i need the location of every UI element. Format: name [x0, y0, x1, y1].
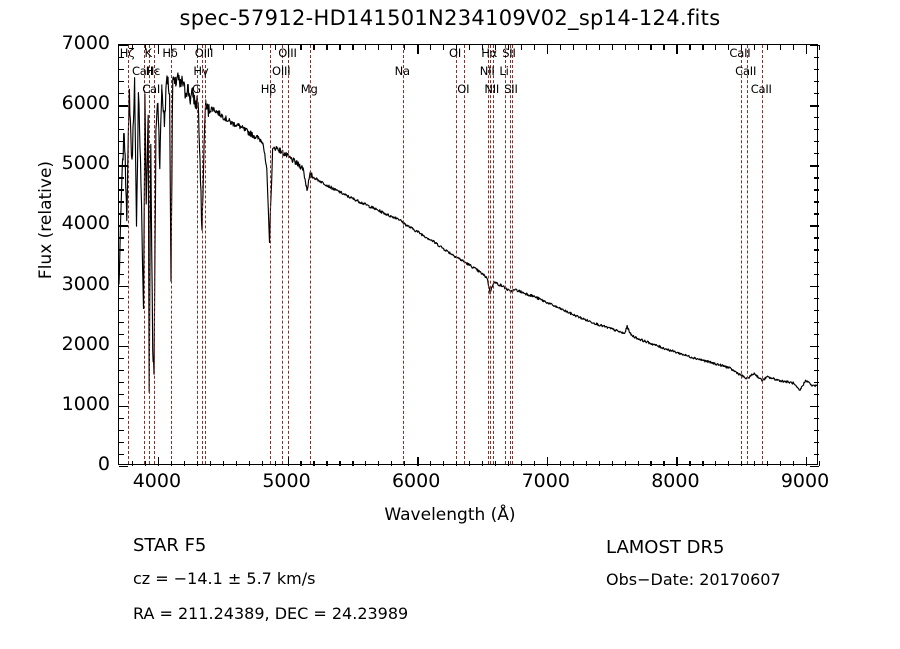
line-label-14: OI	[449, 46, 462, 60]
line-marker-5	[170, 45, 172, 464]
x-axis-title: Wavelength (Å)	[384, 505, 516, 525]
line-label-5: Hδ	[162, 46, 178, 60]
y-tick-label: 0	[97, 453, 110, 475]
line-marker-1	[143, 45, 145, 464]
line-marker-15	[464, 45, 466, 464]
line-label-15: OI	[457, 82, 470, 96]
line-label-2: K	[144, 46, 153, 60]
line-marker-9	[269, 45, 271, 464]
line-marker-11	[288, 45, 290, 464]
line-marker-24	[762, 45, 764, 464]
line-marker-2	[149, 45, 151, 464]
footer-redshift: cz = −14.1 ± 5.7 km/s	[133, 569, 316, 588]
line-label-4: Hε	[145, 64, 161, 78]
y-axis-title: Flux (relative)	[36, 160, 56, 280]
footer-obs-date: Obs−Date: 20170607	[606, 570, 781, 589]
line-label-20: SII	[502, 46, 516, 60]
line-label-12: Mg	[300, 82, 318, 96]
x-tick-label: 4000	[132, 470, 182, 492]
line-marker-14	[456, 45, 458, 464]
line-label-0: Hζ	[119, 46, 135, 60]
x-tick-label: 7000	[521, 470, 570, 492]
plot-area	[118, 44, 821, 468]
line-marker-6	[201, 45, 203, 464]
footer-object-class: STAR F5	[133, 535, 207, 556]
x-tick-label: 8000	[651, 470, 700, 492]
line-label-18: NII	[484, 82, 500, 96]
line-label-13: Na	[394, 64, 410, 78]
line-marker-21	[511, 45, 513, 464]
line-label-7: OIII	[194, 46, 214, 60]
line-marker-4	[154, 45, 155, 464]
footer-coordinates: RA = 211.24389, DEC = 24.23989	[133, 604, 409, 623]
line-marker-18	[492, 45, 494, 464]
line-marker-0	[128, 45, 130, 464]
y-tick-label: 2000	[61, 332, 110, 355]
line-marker-8	[197, 45, 199, 464]
line-label-17: Hα	[481, 46, 498, 60]
line-marker-13	[403, 45, 405, 464]
line-label-11: OIII	[278, 46, 297, 60]
y-tick-label: 7000	[61, 32, 110, 54]
line-label-10: OIII	[271, 64, 291, 78]
plot-clip	[119, 45, 817, 464]
line-label-19: Li	[499, 64, 509, 78]
line-label-1: CaII	[131, 64, 154, 78]
line-marker-23	[746, 45, 748, 464]
line-label-8: G	[192, 82, 201, 96]
footer-survey: LAMOST DR5	[606, 537, 725, 558]
y-tick-label: 6000	[61, 92, 110, 115]
tick-mark	[819, 461, 821, 466]
y-tick-label: 5000	[61, 152, 110, 175]
x-tick-label: 6000	[391, 470, 441, 492]
line-marker-20	[509, 45, 511, 464]
line-label-16: NII	[479, 64, 495, 78]
y-tick-label: 1000	[61, 392, 110, 415]
line-label-6: Hγ	[193, 64, 209, 78]
y-tick-label: 4000	[61, 212, 110, 235]
line-marker-7	[204, 45, 206, 464]
page-title: spec-57912-HD141501N234109V02_sp14-124.f…	[179, 6, 721, 30]
line-marker-16	[488, 45, 490, 464]
spectrum-curve	[119, 72, 817, 393]
line-label-3: CaII	[142, 82, 164, 96]
line-marker-12	[310, 45, 312, 464]
tick-mark	[810, 466, 819, 468]
y-tick-label: 3000	[61, 272, 110, 295]
x-tick-label: 9000	[780, 470, 830, 492]
line-label-9: Hβ	[260, 82, 277, 96]
line-label-23: CaII	[735, 64, 757, 78]
line-marker-17	[490, 45, 492, 464]
line-marker-10	[282, 45, 284, 464]
line-label-24: CaII	[750, 82, 772, 96]
tick-mark	[119, 466, 128, 468]
line-label-22: CaII	[729, 46, 751, 60]
line-marker-19	[505, 45, 507, 464]
tick-mark	[819, 45, 821, 50]
line-label-21: SII	[504, 82, 518, 96]
line-marker-22	[740, 45, 742, 464]
x-tick-label: 5000	[262, 470, 311, 492]
